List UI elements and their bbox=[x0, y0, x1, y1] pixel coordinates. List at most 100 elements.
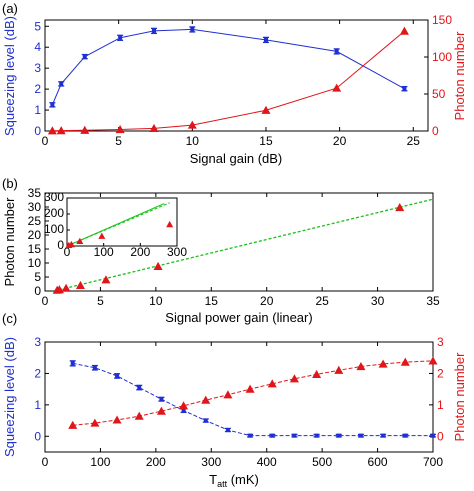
inset-photon-point bbox=[166, 220, 174, 228]
panel-a-squeezing-point bbox=[333, 48, 340, 55]
panel-b-ytick-label-left: 15 bbox=[28, 242, 42, 256]
panel-b-ytick-label-left: 30 bbox=[28, 200, 42, 214]
panel-c-xtick-label: 700 bbox=[423, 455, 443, 469]
panel-a-xlabel: Signal gain (dB) bbox=[190, 151, 283, 166]
panel-a-xtick-label: 15 bbox=[259, 134, 273, 148]
panel-a-ytick-label-left: 5 bbox=[34, 19, 41, 33]
panel-c-squeezing-point-marker bbox=[381, 433, 386, 438]
panel-a-photon-point bbox=[332, 83, 342, 92]
panel-c-squeezing-point-marker bbox=[403, 433, 408, 438]
panel-b-xtick-label: 35 bbox=[426, 294, 440, 308]
panel-a-ytick-label-right: 0 bbox=[432, 124, 439, 138]
panel-a-squeezing-point-marker bbox=[59, 81, 64, 86]
panel-c-squeezing-point bbox=[91, 364, 98, 371]
inset-fit-dashed bbox=[66, 202, 170, 247]
panel-b-ytick-label-left: 0 bbox=[34, 284, 41, 298]
panel-c-ytick-label-right: 2 bbox=[437, 366, 444, 380]
panel-c-squeezing-point-marker bbox=[292, 433, 297, 438]
panel-c-photon-point bbox=[134, 411, 144, 420]
panel-c-squeezing-point-marker bbox=[137, 385, 142, 390]
panel-c-ytick-label-left: 1 bbox=[34, 398, 41, 412]
panel-c-squeezing-point-marker bbox=[314, 433, 319, 438]
panel-a-ytick-label-right: 50 bbox=[432, 87, 446, 101]
panel-c-xlabel: Tatt (mK) bbox=[209, 472, 259, 489]
panel-a-ytick-label-left: 4 bbox=[34, 40, 41, 54]
panel-b-photon-point bbox=[153, 261, 163, 270]
panel-a-squeezing-point bbox=[151, 27, 158, 35]
panel-c-squeezing-point-marker bbox=[358, 433, 363, 438]
panel-a-photon-point bbox=[115, 125, 125, 134]
inset-ytick-label: 100 bbox=[44, 222, 64, 236]
panel-c: (c) 0 100 200 300 400 500 600 700 0 1 2 3 0 1 2 3 Tatt … bbox=[2, 311, 467, 489]
inset-photon-point bbox=[76, 237, 84, 244]
panel-c-photon-line bbox=[72, 360, 434, 426]
panel-b-xtick-label: 15 bbox=[205, 294, 219, 308]
panel-c-photon-point bbox=[400, 357, 410, 366]
panel-a-squeezing-point-marker bbox=[334, 49, 339, 54]
panel-a-ytick-label-left: 0 bbox=[34, 124, 41, 138]
panel-b-ytick-label-left: 20 bbox=[28, 228, 42, 242]
panel-b-photon-point bbox=[75, 280, 85, 289]
panel-c-ytick-label-right: 3 bbox=[437, 335, 444, 349]
panel-b-ytick-label-left: 35 bbox=[28, 186, 42, 200]
panel-a-ytick-label-left: 3 bbox=[34, 61, 41, 75]
panel-b-xtick-label: 0 bbox=[42, 294, 49, 308]
panel-a-ytick-label-left: 1 bbox=[34, 103, 41, 117]
panel-c-squeezing-point-marker bbox=[159, 397, 164, 402]
panel-c-ytick-label-right: 1 bbox=[437, 398, 444, 412]
panel-c-xlabel-sub: att bbox=[217, 479, 228, 489]
panel-a-xtick-label: 10 bbox=[186, 134, 200, 148]
panel-a-data bbox=[47, 26, 409, 135]
panel-b-label: (b) bbox=[2, 176, 18, 191]
panel-c-xlabel-main: T bbox=[209, 472, 217, 487]
panel-c-data bbox=[68, 356, 438, 438]
inset-ytick-label: 0 bbox=[57, 238, 64, 252]
panel-c-ytick-label-left: 3 bbox=[34, 335, 41, 349]
inset-photon-point bbox=[98, 232, 106, 239]
panel-c-photon-point bbox=[334, 365, 344, 374]
panel-c-photon-point bbox=[378, 359, 388, 368]
panel-c-squeezing-point bbox=[136, 384, 143, 391]
panel-a-squeezing-point bbox=[117, 34, 124, 41]
panel-b-photon-point bbox=[54, 285, 64, 294]
inset-fit-solid bbox=[66, 203, 165, 247]
panel-c-squeezing-point-marker bbox=[248, 433, 253, 438]
panel-a-xtick-label: 20 bbox=[333, 134, 347, 148]
panel-b-axes-box bbox=[44, 192, 434, 292]
panel-b-photon-point bbox=[61, 283, 71, 292]
panel-c-xtick-label: 600 bbox=[368, 455, 388, 469]
panel-c-squeezing-point-marker bbox=[225, 428, 230, 432]
panel-a-xtick-label: 25 bbox=[407, 134, 421, 148]
panel-a-ytick-label-right: 150 bbox=[432, 13, 452, 27]
panel-a-xtick-label: 0 bbox=[42, 134, 49, 148]
panel-a-photon-point bbox=[187, 120, 197, 129]
panel-c-photon-point bbox=[245, 384, 255, 393]
panel-a-photon-point bbox=[47, 126, 57, 135]
panel-c-squeezing-point-marker bbox=[203, 418, 208, 423]
panel-b-data bbox=[51, 198, 433, 294]
panel-c-photon-point bbox=[267, 379, 277, 388]
panel-b-ytick-label-left: 25 bbox=[28, 214, 42, 228]
panel-c-squeezing-point bbox=[402, 433, 409, 438]
panel-c-squeezing-point bbox=[380, 433, 387, 438]
panel-a-squeezing-point-marker bbox=[263, 37, 268, 42]
panel-c-squeezing-point bbox=[247, 433, 254, 438]
panel-c-xtick-label: 300 bbox=[201, 455, 221, 469]
panel-c-xtick-label: 200 bbox=[146, 455, 166, 469]
panel-c-squeezing-point-marker bbox=[115, 373, 120, 378]
panel-a-label: (a) bbox=[2, 1, 18, 16]
panel-c-squeezing-point-marker bbox=[181, 408, 186, 413]
panel-b-ytick-label-left: 10 bbox=[28, 256, 42, 270]
panel-b-ytick-label-left: 5 bbox=[34, 270, 41, 284]
panel-a-photon-point bbox=[149, 123, 159, 133]
panel-c-photon-point bbox=[289, 374, 299, 383]
panel-a-squeezing-point-marker bbox=[190, 27, 195, 32]
panel-c-squeezing-point bbox=[357, 433, 364, 438]
panel-c-photon-point bbox=[356, 362, 366, 371]
panel-b-xtick-label: 5 bbox=[97, 294, 104, 308]
panel-c-squeezing-point bbox=[202, 418, 209, 423]
